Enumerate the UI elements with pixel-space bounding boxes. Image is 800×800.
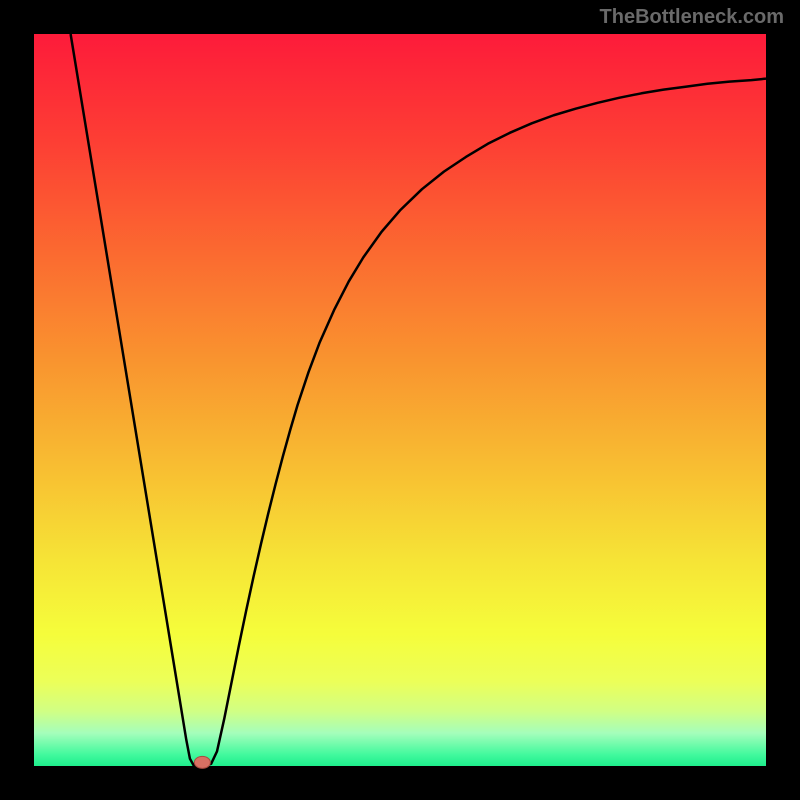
watermark-text: TheBottleneck.com — [600, 6, 784, 29]
chart-svg — [0, 0, 800, 800]
bottleneck-chart: TheBottleneck.com — [0, 0, 800, 800]
gradient-background — [34, 34, 766, 766]
optimal-point-marker — [194, 756, 210, 768]
